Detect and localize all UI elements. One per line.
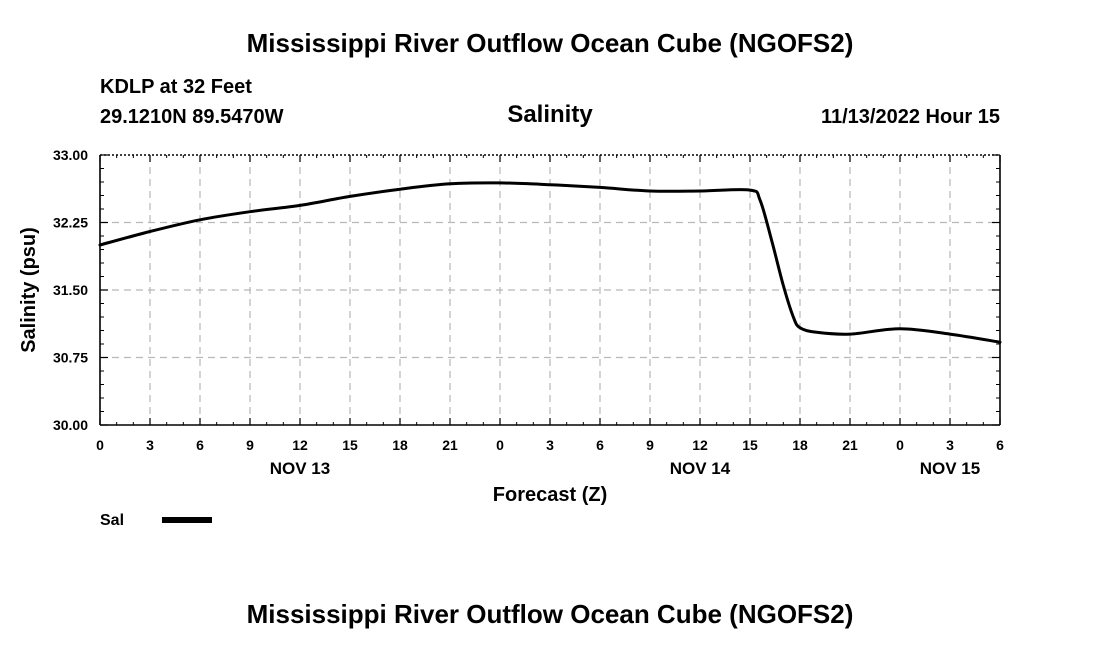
x-tick-label: 9: [646, 437, 654, 453]
station-location: 29.1210N 89.5470W: [100, 106, 284, 128]
y-tick-label: 30.00: [53, 417, 88, 433]
x-tick-label: 3: [546, 437, 554, 453]
x-tick-label: 0: [96, 437, 104, 453]
y-tick-label: 33.00: [53, 147, 88, 163]
y-axis-label: Salinity (psu): [18, 227, 40, 353]
day-label: NOV 14: [670, 459, 731, 478]
x-tick-label: 6: [596, 437, 604, 453]
y-tick-label: 31.50: [53, 282, 88, 298]
x-tick-label: 9: [246, 437, 254, 453]
station-name: KDLP at 32 Feet: [100, 76, 252, 98]
x-tick-label: 18: [392, 437, 408, 453]
y-tick-label: 30.75: [53, 350, 88, 366]
x-tick-label: 15: [742, 437, 758, 453]
x-tick-label: 18: [792, 437, 808, 453]
x-tick-label: 12: [292, 437, 308, 453]
chart-title: Mississippi River Outflow Ocean Cube (NG…: [246, 28, 854, 58]
x-tick-label: 21: [442, 437, 458, 453]
x-tick-label: 15: [342, 437, 358, 453]
legend-label: Sal: [100, 512, 124, 529]
day-label: NOV 13: [270, 459, 330, 478]
x-axis-label: Forecast (Z): [493, 484, 607, 506]
chart-subtitle: Salinity: [507, 101, 593, 128]
x-tick-label: 12: [692, 437, 708, 453]
x-tick-label: 6: [996, 437, 1004, 453]
x-tick-label: 0: [896, 437, 904, 453]
x-tick-label: 3: [146, 437, 154, 453]
day-label: NOV 15: [920, 459, 980, 478]
series-line-sal: [98, 181, 1002, 344]
footer-title: Mississippi River Outflow Ocean Cube (NG…: [246, 599, 854, 629]
x-tick-label: 3: [946, 437, 954, 453]
forecast-datetime: 11/13/2022 Hour 15: [820, 106, 1000, 128]
x-tick-label: 21: [842, 437, 858, 453]
x-tick-label: 6: [196, 437, 204, 453]
y-tick-label: 32.25: [53, 215, 88, 231]
x-tick-label: 0: [496, 437, 504, 453]
